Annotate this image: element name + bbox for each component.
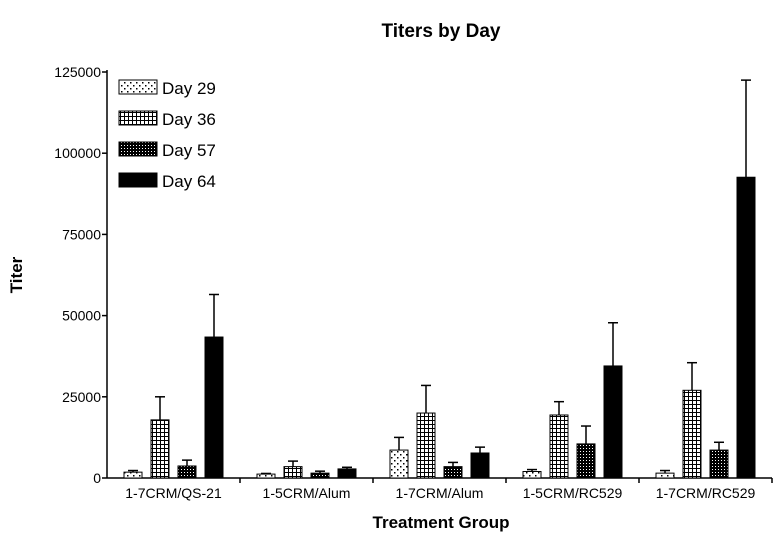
bar bbox=[338, 469, 356, 478]
x-tick-label: 1-7CRM/QS-21 bbox=[125, 485, 222, 501]
bar bbox=[311, 473, 329, 478]
bar bbox=[205, 337, 223, 478]
x-tick-label: 1-7CRM/Alum bbox=[396, 485, 484, 501]
bar bbox=[550, 415, 568, 478]
legend-swatch bbox=[119, 80, 157, 94]
bar bbox=[444, 467, 462, 478]
legend-label: Day 57 bbox=[162, 141, 216, 160]
y-tick-label: 100000 bbox=[54, 145, 101, 161]
legend-label: Day 29 bbox=[162, 79, 216, 98]
y-tick-label: 75000 bbox=[62, 226, 101, 242]
y-tick-label: 0 bbox=[93, 470, 101, 486]
bar-chart: Titers by Day Titer Treatment Group 0 250… bbox=[0, 0, 781, 532]
y-tick-label: 25000 bbox=[62, 389, 101, 405]
bar bbox=[683, 390, 701, 478]
bar bbox=[710, 450, 728, 478]
bar bbox=[577, 444, 595, 478]
bar bbox=[737, 177, 755, 478]
legend-swatch bbox=[119, 142, 157, 156]
bar bbox=[178, 466, 196, 478]
bar bbox=[417, 413, 435, 478]
y-tick-label: 50000 bbox=[62, 308, 101, 324]
bar bbox=[390, 450, 408, 478]
x-axis-label: Treatment Group bbox=[373, 513, 510, 532]
legend-swatch bbox=[119, 111, 157, 125]
bar bbox=[284, 467, 302, 478]
y-axis-label: Titer bbox=[7, 256, 26, 293]
legend-label: Day 36 bbox=[162, 110, 216, 129]
legend-label: Day 64 bbox=[162, 172, 216, 191]
y-tick-label: 125000 bbox=[54, 64, 101, 80]
bar bbox=[471, 453, 489, 478]
bar bbox=[124, 472, 142, 478]
bar bbox=[257, 474, 275, 478]
x-tick-label: 1-5CRM/RC529 bbox=[523, 485, 623, 501]
bar bbox=[151, 420, 169, 478]
bar bbox=[656, 473, 674, 478]
bar bbox=[604, 366, 622, 478]
legend-swatch bbox=[119, 173, 157, 187]
x-tick-label: 1-5CRM/Alum bbox=[263, 485, 351, 501]
bar bbox=[523, 472, 541, 478]
chart-title: Titers by Day bbox=[382, 21, 501, 42]
x-tick-label: 1-7CRM/RC529 bbox=[656, 485, 756, 501]
